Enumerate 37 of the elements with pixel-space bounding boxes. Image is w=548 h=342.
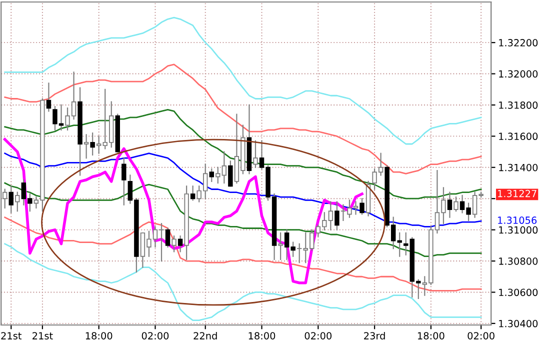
x-tick-label: 21st bbox=[1, 332, 22, 340]
y-tick-label: 1.32200 bbox=[499, 39, 538, 46]
line-series bbox=[4, 182, 482, 258]
y-tick-label: 1.32000 bbox=[499, 70, 538, 78]
line-series bbox=[4, 16, 482, 145]
candlestick bbox=[404, 232, 408, 256]
candlestick bbox=[253, 140, 258, 168]
y-tick-label: 1.31400 bbox=[499, 164, 538, 172]
line-series bbox=[4, 216, 482, 292]
x-tick-label: 02:00 bbox=[304, 332, 332, 340]
y-tick-label: 1.30600 bbox=[499, 288, 538, 296]
candlestick bbox=[122, 157, 126, 206]
x-tick-label: 18:00 bbox=[86, 332, 112, 340]
candlestick bbox=[84, 134, 89, 159]
x-tick-label: 18:00 bbox=[248, 332, 276, 340]
line-series bbox=[4, 243, 482, 322]
text: 1.31056 bbox=[498, 216, 537, 224]
text: 1.31227 bbox=[498, 190, 536, 198]
y-tick-label: 1.31000 bbox=[499, 226, 538, 234]
x-tick-label: 23rd bbox=[364, 332, 385, 340]
x-tick-label: 21st bbox=[32, 332, 53, 340]
candlestick bbox=[454, 196, 458, 212]
candlestick bbox=[172, 236, 176, 252]
line-series bbox=[4, 108, 482, 200]
x-tick-label: 22nd bbox=[194, 332, 217, 340]
x-tick-label: 02:00 bbox=[468, 332, 494, 340]
candlestick bbox=[278, 232, 283, 260]
y-tick-label: 1.30800 bbox=[499, 258, 538, 265]
y-tick-label: 1.31800 bbox=[499, 101, 538, 109]
candlestick bbox=[296, 243, 302, 264]
x-tick-label: 02:00 bbox=[142, 332, 169, 340]
line-series bbox=[4, 64, 482, 174]
x-tick-label: 18:00 bbox=[418, 332, 444, 340]
candlestick bbox=[15, 192, 20, 212]
y-tick-label: 1.31600 bbox=[499, 132, 538, 140]
line-series bbox=[3, 138, 364, 284]
y-tick-label: 1.30400 bbox=[499, 320, 538, 328]
